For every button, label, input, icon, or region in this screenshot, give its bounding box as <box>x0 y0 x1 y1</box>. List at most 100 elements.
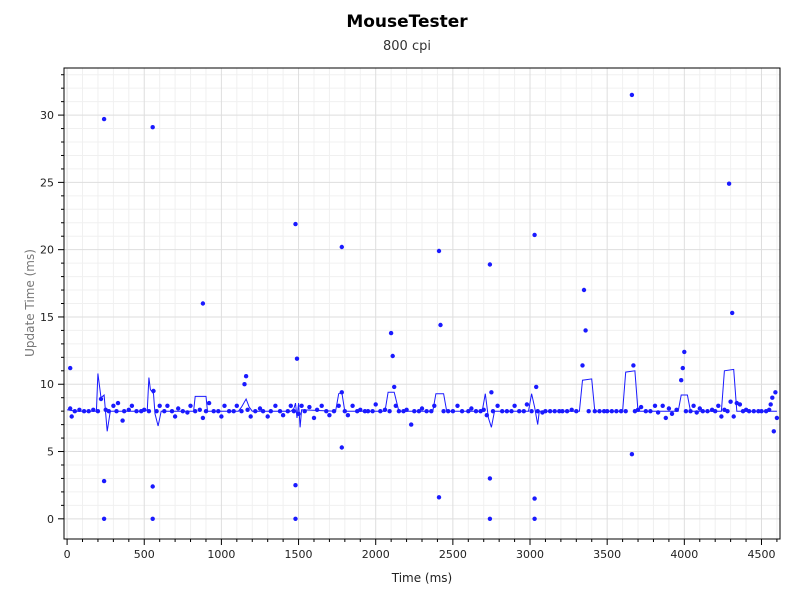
data-point <box>370 409 375 414</box>
data-point <box>552 409 557 414</box>
data-point <box>487 262 493 267</box>
data-point <box>597 409 602 414</box>
y-tick-label: 5 <box>47 446 54 459</box>
data-point <box>484 413 489 418</box>
data-point <box>751 409 756 414</box>
data-point <box>162 409 167 414</box>
data-point <box>638 404 644 410</box>
data-point <box>106 409 112 414</box>
data-point <box>532 496 537 501</box>
data-point <box>222 403 227 408</box>
data-point <box>583 328 588 333</box>
x-tick-label: 2500 <box>439 548 467 561</box>
data-point <box>396 409 402 414</box>
data-point <box>101 478 107 484</box>
data-point <box>388 330 394 336</box>
data-point <box>774 415 780 421</box>
data-point <box>713 409 718 414</box>
data-point <box>157 403 162 408</box>
data-point <box>652 403 658 408</box>
data-point <box>293 483 298 488</box>
data-point <box>339 445 344 450</box>
data-point <box>248 414 253 419</box>
data-point <box>72 409 78 414</box>
data-point <box>487 516 493 521</box>
data-point <box>226 409 232 414</box>
data-point <box>532 232 537 238</box>
data-point <box>350 403 355 408</box>
data-point <box>293 221 298 227</box>
data-point <box>459 409 465 414</box>
data-point <box>429 409 434 414</box>
data-point <box>299 403 304 408</box>
data-point <box>122 409 127 414</box>
data-point <box>592 409 597 414</box>
data-point <box>387 409 392 414</box>
x-tick-label: 0 <box>64 548 71 561</box>
data-point <box>416 409 422 414</box>
data-point <box>438 322 443 328</box>
data-point <box>737 402 743 407</box>
data-point <box>172 414 178 419</box>
data-point <box>655 410 661 415</box>
x-tick-label: 3000 <box>516 548 544 561</box>
data-point <box>560 409 565 414</box>
data-point <box>586 409 591 414</box>
data-point <box>257 406 263 411</box>
data-point <box>86 409 91 414</box>
data-point <box>635 407 641 412</box>
data-point <box>759 409 764 414</box>
data-point <box>631 363 636 368</box>
data-point <box>534 384 539 390</box>
data-point <box>280 413 286 418</box>
data-point <box>489 390 494 395</box>
data-point <box>150 125 155 130</box>
data-point <box>436 495 442 500</box>
data-point <box>382 407 388 412</box>
x-tick-label: 1000 <box>207 548 235 561</box>
data-point <box>660 403 665 408</box>
data-point <box>98 396 104 402</box>
data-point <box>111 403 116 408</box>
data-point <box>345 413 351 418</box>
data-point <box>211 409 216 414</box>
data-point <box>101 516 107 521</box>
data-point <box>336 403 341 408</box>
data-point <box>200 301 206 306</box>
data-point <box>331 409 337 414</box>
data-point <box>176 406 181 411</box>
data-point <box>365 409 371 414</box>
data-point <box>126 407 131 412</box>
data-point <box>151 388 156 394</box>
data-point <box>154 409 159 414</box>
data-point <box>68 365 73 371</box>
data-point <box>564 409 570 414</box>
x-tick-label: 2000 <box>362 548 390 561</box>
data-point <box>193 409 198 414</box>
data-point <box>432 403 437 408</box>
data-point <box>206 400 212 406</box>
data-point <box>618 409 624 414</box>
data-point <box>532 516 537 521</box>
data-point <box>666 406 672 411</box>
data-point <box>524 402 530 407</box>
x-tick-label: 3500 <box>593 548 621 561</box>
data-point <box>669 411 675 416</box>
data-point <box>770 395 775 400</box>
data-point <box>490 409 496 414</box>
data-point <box>342 409 347 414</box>
data-point <box>581 287 587 293</box>
data-point <box>339 390 344 395</box>
chart-title: MouseTester <box>346 12 468 32</box>
data-point <box>390 353 395 359</box>
data-point <box>469 406 474 411</box>
y-tick-label: 25 <box>40 176 54 189</box>
data-point <box>95 409 101 414</box>
data-point <box>185 410 190 415</box>
data-point <box>629 452 635 457</box>
data-point <box>557 409 562 414</box>
data-point <box>69 414 74 419</box>
data-point <box>771 429 776 434</box>
data-point <box>683 409 689 414</box>
